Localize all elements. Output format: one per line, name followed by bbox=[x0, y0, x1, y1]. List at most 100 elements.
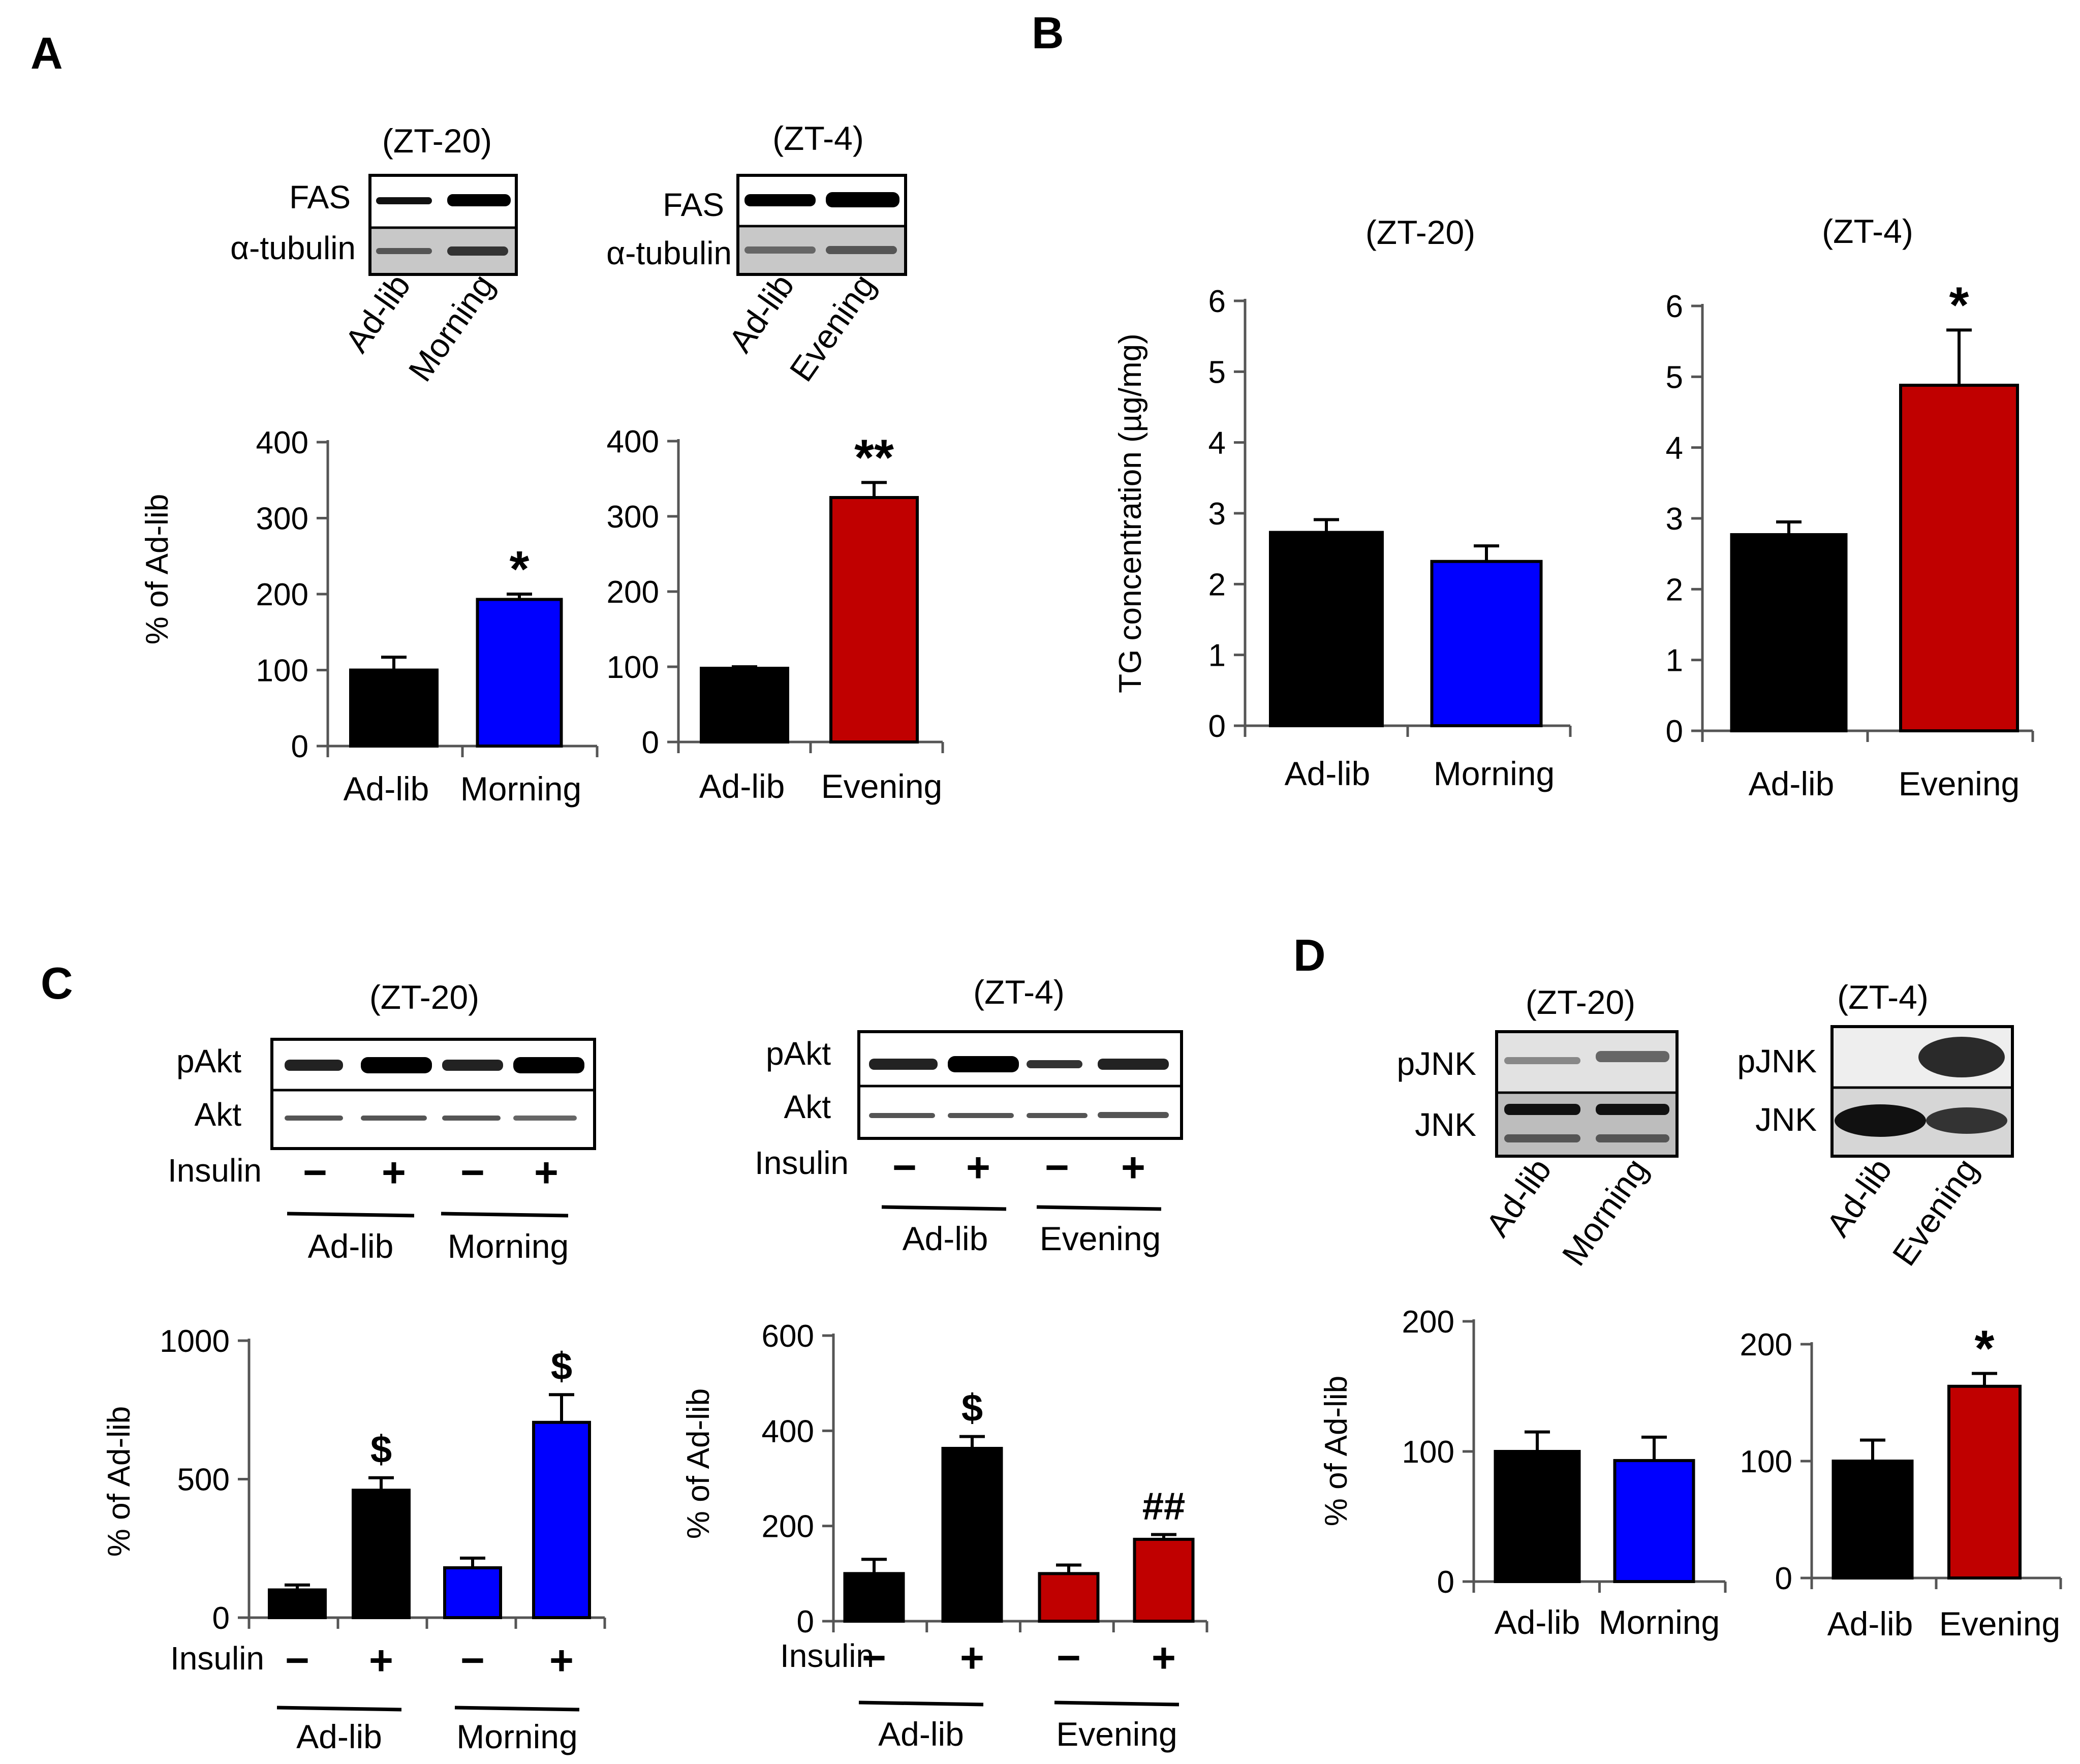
x-axis-label: Insulin bbox=[780, 1637, 874, 1674]
group-label: Evening bbox=[1056, 1715, 1177, 1753]
band bbox=[361, 1057, 432, 1073]
y-tick-label: 6 bbox=[1208, 284, 1226, 319]
chart-d-right: 0 100 200 * Ad-lib Evening bbox=[1740, 1320, 2062, 1643]
x-category-label: Ad-lib bbox=[1749, 765, 1835, 802]
x-category-label: Morning bbox=[1599, 1603, 1720, 1641]
chart-b-left: 0 1 2 3 4 5 6 Ad-lib Morning TG concentration (µg… bbox=[1113, 213, 1572, 792]
blot-title: (ZT-20) bbox=[1526, 983, 1635, 1021]
blot-row-label: pJNK bbox=[1397, 1045, 1477, 1082]
lane-label: Morning bbox=[1555, 1152, 1655, 1273]
y-tick-label: 200 bbox=[1740, 1327, 1792, 1363]
group-label: Ad-lib bbox=[903, 1220, 988, 1257]
significance-label: * bbox=[1975, 1320, 1995, 1377]
bar bbox=[700, 666, 789, 744]
band bbox=[447, 194, 511, 206]
band bbox=[744, 246, 816, 254]
group-bar bbox=[276, 1706, 402, 1712]
band bbox=[1918, 1037, 2005, 1077]
band bbox=[1504, 1057, 1580, 1064]
significance-label: * bbox=[1949, 276, 1969, 333]
chart-title: (ZT-4) bbox=[1822, 212, 1913, 250]
blot-row-label: pJNK bbox=[1737, 1043, 1817, 1079]
significance-label: ** bbox=[854, 429, 894, 486]
y-tick-label: 600 bbox=[762, 1319, 814, 1354]
significance-label: $ bbox=[370, 1428, 392, 1471]
y-tick-label: 500 bbox=[177, 1463, 230, 1498]
y-tick-label: 5 bbox=[1666, 360, 1683, 395]
band bbox=[361, 1116, 427, 1121]
y-tick-label: 2 bbox=[1666, 572, 1683, 607]
blot-row-label: Akt bbox=[784, 1089, 831, 1125]
insulin-sign: − bbox=[460, 1150, 485, 1196]
band bbox=[285, 1060, 343, 1071]
lane-label: Ad-lib bbox=[1819, 1152, 1899, 1244]
x-category-label: − bbox=[862, 1635, 886, 1681]
blot-title: (ZT-20) bbox=[369, 978, 479, 1016]
x-category-label: Evening bbox=[821, 767, 943, 805]
insulin-sign: − bbox=[303, 1150, 327, 1196]
x-category-label: + bbox=[549, 1637, 574, 1684]
y-tick-label: 1 bbox=[1666, 643, 1683, 678]
significance-label: * bbox=[510, 541, 530, 598]
x-axis-label: Insulin bbox=[170, 1640, 264, 1677]
blot-row-label: JNK bbox=[1755, 1101, 1817, 1138]
blot-c-right: (ZT-4) pAkt Akt Insulin − + − + Ad-lib E… bbox=[755, 973, 1183, 1257]
y-tick-label: 100 bbox=[256, 654, 308, 689]
blot-row-label: FAS bbox=[289, 179, 351, 215]
lane-label: Morning bbox=[401, 267, 501, 388]
lane-label: Ad-lib bbox=[337, 267, 417, 359]
band bbox=[442, 1060, 503, 1071]
bar bbox=[443, 1566, 502, 1619]
y-tick-label: 0 bbox=[642, 725, 659, 760]
bar bbox=[532, 1420, 591, 1619]
group-bar bbox=[287, 1212, 415, 1218]
blot-row-label: α-tubulin bbox=[230, 230, 356, 266]
x-category-label: Ad-lib bbox=[1827, 1605, 1913, 1643]
y-axis-label: % of Ad-lib bbox=[102, 1406, 137, 1557]
chart-b-right: 0 1 2 3 4 5 6 * Ad-lib Evening (ZT-4) bbox=[1666, 212, 2034, 802]
x-category-label: Ad-lib bbox=[344, 770, 429, 808]
y-tick-label: 6 bbox=[1666, 289, 1683, 324]
insulin-sign: + bbox=[966, 1144, 990, 1191]
y-tick-label: 300 bbox=[607, 500, 659, 535]
blot-row-label: pAkt bbox=[766, 1035, 831, 1072]
band bbox=[1098, 1112, 1169, 1118]
x-category-label: Ad-lib bbox=[1285, 755, 1371, 792]
group-bar bbox=[1054, 1700, 1179, 1707]
y-axis-label: TG concentration (µg/mg) bbox=[1113, 333, 1148, 693]
y-tick-label: 300 bbox=[256, 502, 308, 537]
insulin-sign: + bbox=[1121, 1144, 1145, 1191]
band bbox=[948, 1113, 1014, 1118]
y-tick-label: 200 bbox=[1402, 1305, 1454, 1340]
insulin-sign: − bbox=[892, 1144, 917, 1191]
band bbox=[447, 246, 508, 256]
y-tick-label: 400 bbox=[256, 425, 308, 460]
x-category-label: Morning bbox=[1434, 755, 1555, 792]
panel-label-a: A bbox=[30, 28, 63, 78]
bar bbox=[476, 598, 563, 748]
y-tick-label: 200 bbox=[607, 575, 659, 610]
chart-title: (ZT-20) bbox=[1365, 213, 1475, 251]
blot-title: (ZT-20) bbox=[382, 122, 492, 160]
bar bbox=[352, 1489, 411, 1620]
y-tick-label: 400 bbox=[762, 1414, 814, 1449]
blot-title: (ZT-4) bbox=[1837, 978, 1929, 1016]
group-label: Evening bbox=[1040, 1220, 1161, 1257]
x-category-label: Evening bbox=[1899, 765, 2020, 802]
x-category-label: Evening bbox=[1939, 1605, 2061, 1643]
blot-c-left: (ZT-20) pAkt Akt Insulin − + − + Ad-lib … bbox=[168, 978, 596, 1265]
band bbox=[513, 1116, 577, 1121]
bar bbox=[1494, 1450, 1581, 1583]
band bbox=[1504, 1104, 1580, 1115]
panel-label-d: D bbox=[1293, 930, 1326, 980]
y-tick-label: 100 bbox=[1740, 1444, 1792, 1479]
x-category-label: Ad-lib bbox=[699, 767, 785, 805]
y-tick-label: 2 bbox=[1208, 567, 1226, 602]
bar bbox=[1613, 1459, 1695, 1583]
y-tick-label: 0 bbox=[1437, 1565, 1454, 1600]
lane-label: Ad-lib bbox=[721, 267, 801, 359]
x-category-label: + bbox=[369, 1637, 393, 1684]
bar bbox=[1430, 560, 1543, 728]
group-bar bbox=[441, 1212, 569, 1218]
